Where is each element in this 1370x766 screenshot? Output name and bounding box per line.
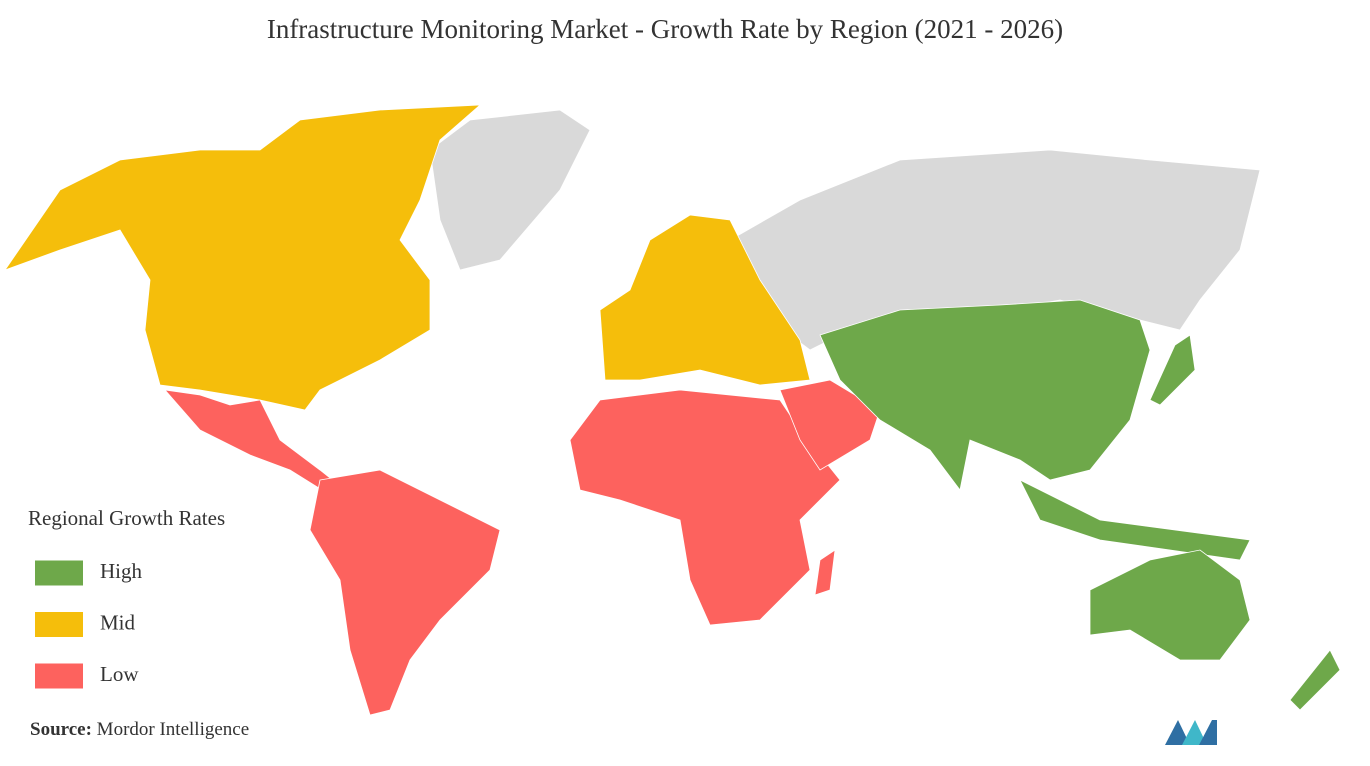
central-america: [163, 389, 346, 496]
source: Source: Mordor Intelligence: [30, 719, 249, 740]
madagascar: [814, 549, 836, 596]
source-label: Source:: [30, 719, 92, 740]
legend-label: High: [100, 559, 143, 583]
legend-swatch: [35, 560, 83, 586]
legend-swatch: [35, 612, 83, 637]
south-america: [309, 469, 501, 716]
world-map: [3, 104, 1341, 716]
europe: [599, 214, 811, 386]
middle-east: [779, 379, 881, 471]
title: Infrastructure Monitoring Market - Growt…: [267, 14, 1063, 44]
legend-label: Low: [100, 662, 139, 686]
southeast-islands: [1019, 479, 1251, 561]
legend: High Mid Low: [35, 559, 143, 689]
greenland: [429, 109, 591, 271]
north-america: [3, 104, 482, 411]
logo: [1165, 720, 1217, 745]
legend-title: Regional Growth Rates: [28, 506, 225, 530]
australia: [1089, 549, 1251, 661]
source-text: Mordor Intelligence: [97, 719, 249, 740]
legend-swatch: [35, 663, 83, 689]
japan: [1149, 334, 1196, 406]
legend-label: Mid: [100, 610, 136, 634]
africa: [569, 389, 841, 626]
new-zealand: [1289, 649, 1341, 711]
asia: [819, 299, 1151, 491]
